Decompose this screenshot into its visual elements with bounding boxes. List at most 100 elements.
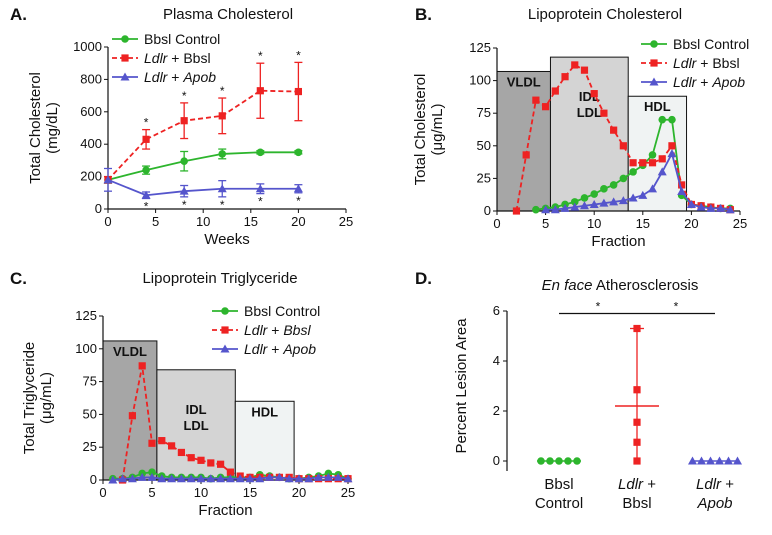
data-point — [512, 207, 521, 215]
data-point — [638, 190, 648, 199]
region-label: IDL — [186, 402, 207, 417]
data-point — [733, 456, 742, 465]
region-label: HDL — [644, 99, 671, 114]
data-point — [177, 448, 185, 457]
x-tick-label: 0 — [104, 214, 111, 229]
legend-marker — [220, 344, 230, 353]
data-point — [127, 474, 137, 483]
x-tick-label: 20 — [292, 485, 306, 500]
x-tick-label: 0 — [493, 216, 500, 231]
data-point — [610, 126, 618, 134]
y-tick-label: 600 — [80, 104, 102, 119]
region-label: LDL — [183, 418, 208, 433]
data-point — [561, 73, 569, 81]
panel-label-b: B. — [415, 5, 432, 24]
group-label-part: Control — [535, 495, 583, 512]
y-tick-label: 125 — [469, 40, 491, 55]
group-label: Apob — [696, 495, 732, 512]
x-tick-label: 20 — [684, 216, 698, 231]
x-tick-label: 15 — [243, 485, 257, 500]
data-point — [550, 205, 560, 214]
region-label: VLDL — [507, 74, 541, 89]
series-line — [107, 179, 299, 197]
series-line — [107, 151, 299, 181]
x-tick-label: 25 — [341, 485, 355, 500]
legend-plus: + — [696, 55, 712, 71]
panel-title-b: Lipoprotein Cholesterol — [528, 6, 682, 23]
data-point — [590, 190, 598, 198]
data-point — [580, 66, 589, 74]
data-point — [196, 474, 206, 483]
data-point — [551, 87, 559, 95]
data-point — [142, 135, 150, 143]
data-point — [138, 362, 146, 370]
legend-gene: Apob — [711, 74, 745, 90]
group-label: Bbsl — [622, 495, 651, 512]
data-point — [724, 456, 733, 465]
significance-star: * — [674, 300, 679, 314]
significance-star: * — [296, 194, 301, 208]
legend-gene: Bbsl — [283, 322, 311, 338]
x-axis-label: Fraction — [591, 233, 645, 250]
group-label-part: Ldlr — [618, 476, 644, 493]
data-point — [629, 159, 637, 167]
legend-label: Bbsl Control — [673, 36, 749, 52]
data-point — [668, 115, 676, 124]
data-point — [294, 474, 304, 483]
data-point — [137, 472, 147, 481]
x-tick-label: 5 — [148, 485, 155, 500]
data-point — [235, 474, 245, 483]
legend-gene: Apob — [182, 69, 216, 85]
x-tick-label: 10 — [196, 214, 210, 229]
y-tick-label: 100 — [469, 73, 491, 88]
data-point — [542, 103, 550, 111]
data-point — [206, 474, 216, 483]
data-point — [218, 150, 227, 158]
data-point — [686, 199, 696, 208]
data-point — [225, 474, 235, 483]
data-point — [668, 142, 676, 150]
data-point — [570, 202, 580, 211]
group-label: Control — [535, 495, 583, 512]
significance-star: * — [144, 116, 149, 130]
data-point — [180, 117, 188, 125]
legend-plus: + — [267, 322, 283, 338]
legend-marker — [221, 307, 229, 315]
legend-label: Ldlr + Bbsl — [244, 322, 311, 338]
y-axis-label: Percent Lesion Area — [453, 318, 470, 454]
legend-gene: Apob — [282, 341, 316, 357]
data-point — [158, 437, 166, 445]
panel-label-d: D. — [415, 269, 432, 288]
data-point — [255, 184, 265, 193]
data-point — [648, 184, 658, 193]
data-point — [725, 205, 735, 214]
data-point — [255, 474, 265, 483]
legend-plus: + — [696, 74, 712, 90]
legend-gene: Bbsl — [183, 50, 210, 66]
data-point — [217, 460, 225, 468]
data-point — [245, 474, 255, 483]
data-point — [579, 201, 589, 210]
data-point — [600, 109, 608, 117]
data-point — [697, 456, 706, 465]
data-point — [226, 468, 234, 476]
y-tick-label: 200 — [80, 169, 102, 184]
data-point — [103, 175, 113, 184]
significance-star: * — [182, 89, 187, 103]
y-tick-label: 0 — [484, 203, 491, 218]
legend-marker — [649, 77, 659, 86]
panel-title-a: Plasma Cholesterol — [163, 6, 293, 23]
x-tick-label: 5 — [152, 214, 159, 229]
data-point — [619, 174, 628, 183]
x-tick-label: 10 — [587, 216, 601, 231]
data-point — [658, 155, 666, 163]
significance-star: * — [596, 300, 601, 314]
data-point — [141, 190, 151, 199]
y-tick-label: 6 — [493, 303, 500, 318]
region-label: HDL — [251, 404, 278, 419]
y-tick-label: 2 — [493, 403, 500, 418]
y-tick-label: 1000 — [73, 39, 102, 54]
legend-gene: Ldlr — [244, 341, 269, 357]
data-point — [657, 167, 667, 176]
y-tick-label: 50 — [477, 138, 491, 153]
